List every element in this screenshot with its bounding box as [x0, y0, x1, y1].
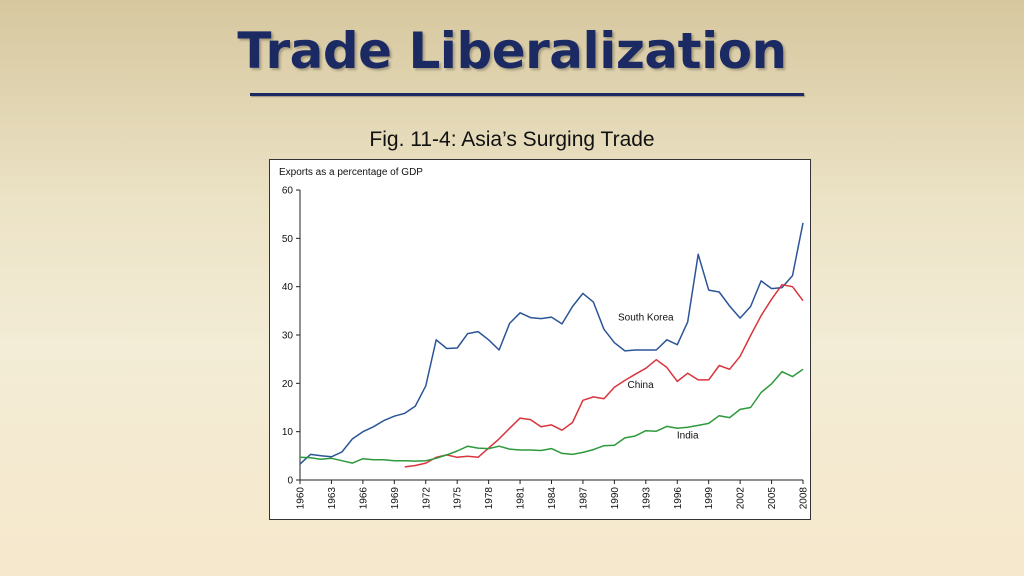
x-tick-label: 1996	[673, 487, 684, 510]
x-tick-label: 1960	[296, 487, 307, 510]
x-tick-label: 1999	[704, 487, 715, 510]
x-tick-label: 2008	[799, 487, 810, 510]
series-label-india: India	[677, 430, 699, 441]
series-line-south-korea	[299, 222, 804, 465]
axes: 0 10 20 30 40 50 60 1960 1963 1966 1969 1972 1975 197…	[282, 186, 810, 510]
y-tick-label: 10	[282, 427, 294, 438]
x-tick-label: 1972	[421, 487, 432, 510]
y-tick-label: 40	[282, 282, 294, 293]
y-axis-label: Exports as a percentage of GDP	[279, 167, 423, 178]
series-line-china	[404, 283, 804, 468]
y-tick-label: 0	[287, 476, 293, 487]
x-tick-label: 1963	[327, 487, 338, 510]
x-tick-label: 1966	[358, 487, 369, 510]
x-tick-label: 1993	[641, 487, 652, 510]
series-label-south-korea: South Korea	[618, 313, 674, 324]
y-tick-label: 50	[282, 234, 294, 245]
y-tick-label: 60	[282, 186, 294, 197]
y-tick-label: 20	[282, 379, 294, 390]
x-tick-label: 1984	[547, 487, 558, 510]
series-line-india	[299, 368, 804, 464]
x-tick-label: 1978	[484, 487, 495, 510]
series-layer	[299, 222, 804, 468]
chart-frame: Exports as a percentage of GDP 0 10 20 30 40…	[269, 159, 811, 520]
line-chart: Exports as a percentage of GDP 0 10 20 30 40…	[279, 167, 810, 510]
x-tick-label: 2005	[767, 487, 778, 510]
series-labels: South Korea China India	[618, 313, 699, 442]
x-tick-label: 1987	[578, 487, 589, 510]
series-label-china: China	[628, 380, 655, 391]
slide-title: Trade Liberalization	[237, 22, 787, 80]
x-tick-label: 1969	[390, 487, 401, 510]
x-tick-label: 1990	[610, 487, 621, 510]
x-tick-label: 1981	[516, 487, 527, 510]
x-tick-label: 2002	[736, 487, 747, 510]
y-tick-label: 30	[282, 331, 294, 342]
x-tick-label: 1975	[453, 487, 464, 510]
figure-caption: Fig. 11-4: Asia’s Surging Trade	[369, 128, 655, 151]
title-underline	[250, 93, 804, 96]
